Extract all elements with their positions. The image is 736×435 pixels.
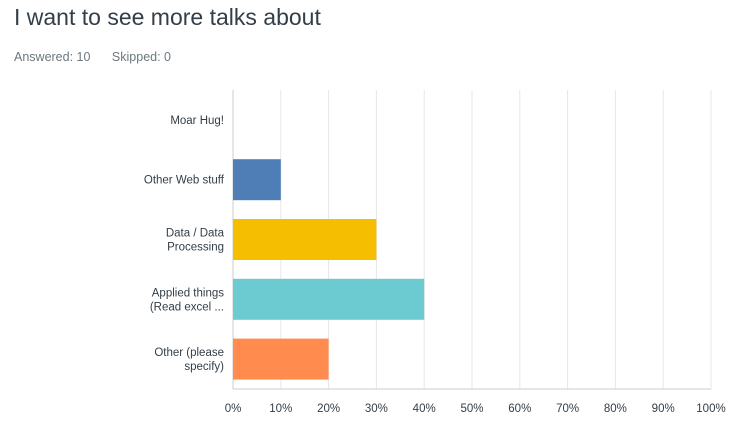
x-axis-ticks: 0% 10% 20% 30% 40% 50% 60% 70% 80% 90% 100% <box>225 403 726 415</box>
skipped-count: Skipped: 0 <box>111 50 171 64</box>
category-label: Other Web stuff <box>144 175 225 187</box>
category-label: Moar Hug! <box>170 115 224 127</box>
response-stats: Answered: 10 Skipped: 0 <box>14 50 189 64</box>
x-tick-label: 60% <box>508 403 531 415</box>
x-tick-label: 10% <box>269 403 292 415</box>
grid-lines <box>232 90 712 390</box>
bars <box>233 159 425 380</box>
category-labels: Moar Hug! Other Web stuff Data / Data Proce… <box>144 115 225 373</box>
category-label: Other (please specify) <box>154 347 224 373</box>
category-label: Data / Data Processing <box>166 228 225 254</box>
bar <box>233 159 281 201</box>
category-label: Applied things (Read excel ... <box>150 287 224 313</box>
x-tick-label: 80% <box>604 403 627 415</box>
x-tick-label: 70% <box>556 403 579 415</box>
x-tick-label: 100% <box>696 403 725 415</box>
x-tick-label: 0% <box>225 403 242 415</box>
bar <box>233 278 425 320</box>
x-tick-label: 90% <box>652 403 675 415</box>
bar <box>233 338 329 380</box>
bar <box>233 219 377 260</box>
x-tick-label: 50% <box>460 403 483 415</box>
x-tick-label: 20% <box>317 403 340 415</box>
question-title: I want to see more talks about <box>14 4 321 30</box>
x-tick-label: 40% <box>413 403 436 415</box>
answered-count: Answered: 10 <box>14 50 91 64</box>
x-tick-label: 30% <box>365 403 388 415</box>
